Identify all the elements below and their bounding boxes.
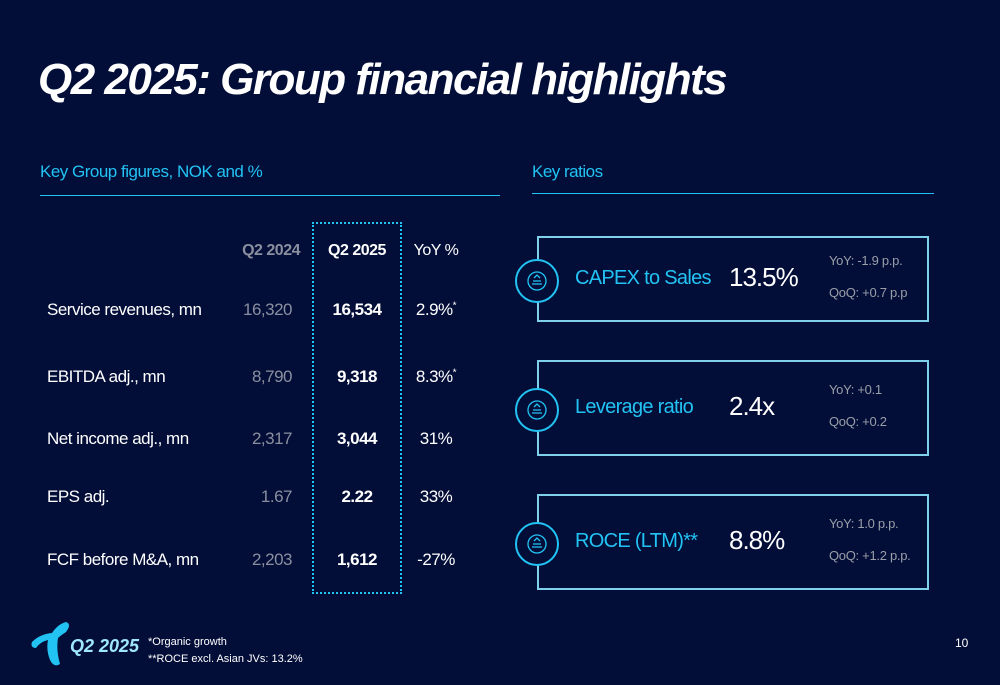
value-q2-2025: 3,044 [336, 429, 378, 448]
ratio-qoq: QoQ: +1.2 p.p. [829, 548, 911, 563]
value-q2-2024: 2,203 [251, 550, 293, 569]
pie-coins-icon [515, 388, 559, 432]
scale-icon [515, 259, 559, 303]
value-q2-2024: 2,317 [251, 429, 293, 448]
value-q2-2024: 8,790 [251, 367, 293, 386]
page-title: Q2 2025: Group financial highlights [38, 55, 728, 104]
footnote-mark: * [452, 367, 457, 379]
footnote-organic: *Organic growth [148, 636, 227, 648]
header-yoy: YoY % [413, 242, 459, 259]
value-yoy: 33% [419, 487, 453, 506]
section-title-key-ratios: Key ratios [532, 162, 603, 181]
ratio-value: 2.4x [729, 391, 775, 421]
value-yoy: 8.3%* [415, 367, 457, 386]
value-q2-2025: 1,612 [336, 550, 378, 569]
value-q2-2024: 16,320 [243, 300, 293, 319]
highlight-column-box [312, 222, 402, 594]
ratio-value: 8.8% [729, 525, 785, 555]
telenor-logo-icon [30, 620, 74, 673]
value-q2-2024: 1.67 [260, 487, 293, 506]
divider [532, 193, 934, 194]
footnote-roce: **ROCE excl. Asian JVs: 13.2% [148, 653, 303, 665]
value-q2-2025: 9,318 [336, 367, 378, 386]
logo-text: Q2 2025 [70, 636, 140, 656]
coins-cycle-icon [515, 522, 559, 566]
ratio-card: CAPEX to Sales 13.5% YoY: -1.9 p.p. QoQ:… [515, 236, 929, 322]
ratio-yoy: YoY: 1.0 p.p. [829, 516, 899, 531]
row-label: FCF before M&A, mn [47, 550, 199, 569]
value-yoy: 31% [419, 429, 453, 448]
value-yoy: 2.9%* [415, 300, 457, 319]
ratio-name: Leverage ratio [575, 396, 694, 418]
ratio-name: ROCE (LTM)** [575, 530, 698, 552]
header-q2-2024: Q2 2024 [242, 242, 300, 259]
row-label: EBITDA adj., mn [47, 367, 166, 386]
section-title-key-figures: Key Group figures, NOK and % [40, 162, 263, 181]
page-number: 10 [955, 636, 969, 650]
ratio-card: Leverage ratio 2.4x YoY: +0.1 QoQ: +0.2 [515, 360, 929, 456]
divider [40, 195, 500, 196]
ratio-card: ROCE (LTM)** 8.8% YoY: 1.0 p.p. QoQ: +1.… [515, 494, 929, 590]
ratio-qoq: QoQ: +0.7 p.p [829, 285, 908, 300]
header-q2-2025: Q2 2025 [328, 242, 386, 259]
footnote-mark: * [452, 300, 457, 312]
ratio-yoy: YoY: -1.9 p.p. [829, 253, 903, 268]
value-yoy: -27% [417, 550, 455, 569]
value-q2-2025: 2.22 [341, 487, 373, 506]
ratio-name: CAPEX to Sales [575, 267, 712, 289]
ratio-value: 13.5% [729, 262, 799, 292]
row-label: Net income adj., mn [47, 429, 189, 448]
ratio-qoq: QoQ: +0.2 [829, 414, 887, 429]
row-label: Service revenues, mn [47, 300, 202, 319]
ratio-yoy: YoY: +0.1 [829, 382, 882, 397]
value-q2-2025: 16,534 [332, 300, 383, 319]
row-label: EPS adj. [47, 487, 110, 506]
